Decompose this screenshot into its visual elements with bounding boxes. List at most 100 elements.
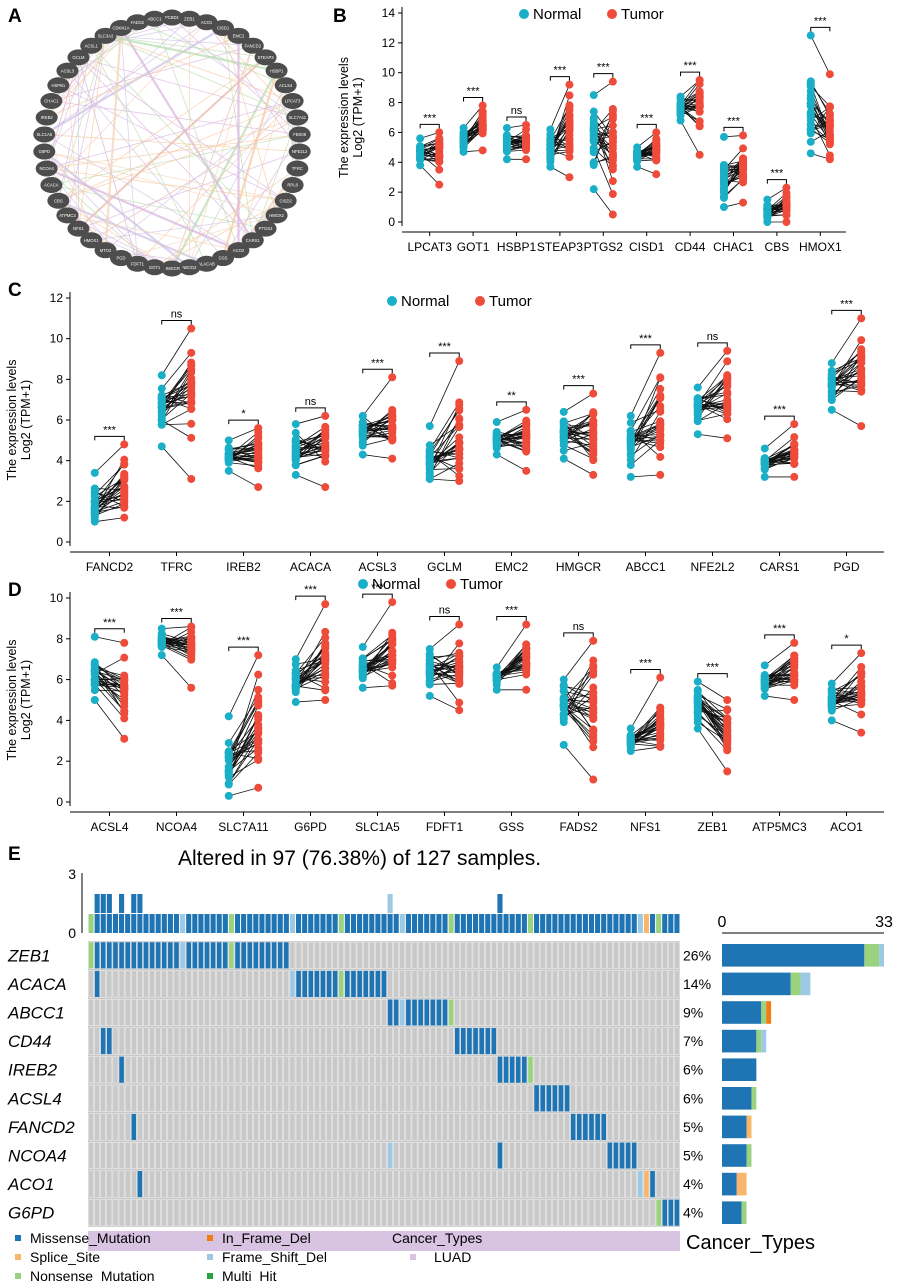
pair-line [697,350,728,388]
tumor-point [656,708,665,717]
empty-cell [112,1084,119,1112]
empty-cell [149,1056,155,1084]
pair-line [161,362,192,409]
empty-cell [167,999,174,1027]
empty-cell [411,1084,418,1112]
mutation-cell [369,970,375,998]
empty-cell [539,941,546,969]
empty-cell [362,1141,369,1169]
empty-cell [466,941,473,969]
normal-point [559,407,568,416]
mutation-cell [173,941,180,969]
empty-cell [558,941,564,969]
network-edge [105,35,298,118]
pair-line [228,462,259,467]
pair-line [429,666,460,681]
normal-point [559,740,568,749]
empty-cell [332,1199,338,1227]
empty-cell [631,1170,637,1198]
network-node-label: HMOX2 [269,213,285,218]
category-group: *** [827,298,866,431]
normal-point [827,359,836,368]
pair-line [228,703,259,755]
empty-cell [253,970,259,998]
normal-point [492,439,501,448]
pair-line [429,462,460,480]
top-bar-segment [204,914,210,933]
empty-cell [607,1170,613,1198]
empty-cell [607,970,613,998]
legend-normal-marker [358,579,368,589]
mutation-cell [216,941,222,969]
empty-cell [259,1027,265,1055]
normal-point [492,450,501,459]
empty-cell [478,1113,485,1141]
empty-cell [582,1199,589,1227]
panel-label-a: A [8,6,22,27]
top-bar-segment [222,914,228,933]
empty-cell [417,1170,424,1198]
tumor-point [254,701,263,710]
empty-cell [100,970,107,998]
pair-line [161,636,192,647]
network-node: HMGCR [161,260,183,277]
normal-point [502,155,511,164]
top-bar-segment [595,914,601,933]
pair-line [630,430,661,444]
normal-point [626,461,635,470]
network-edge [43,150,191,269]
empty-cell [332,1084,338,1112]
empty-cell [155,1141,161,1169]
pair-line [429,653,460,670]
significance-label: *** [770,168,784,180]
empty-cell [423,970,430,998]
pair-line [831,409,862,427]
pair-line [295,447,326,460]
empty-cell [430,1027,436,1055]
pair-line [563,431,594,437]
x-tick-label: NFE2L2 [690,560,734,574]
tumor-point [608,190,617,199]
mutation-cell [222,941,229,969]
top-bar-segment [332,914,338,933]
empty-cell [246,1113,253,1141]
pair-line [496,444,527,447]
network-edge [78,56,298,118]
pair-line [630,474,661,478]
empty-cell [381,1027,387,1055]
empty-cell [118,1084,125,1112]
empty-cell [277,1199,283,1227]
mutation-cell [204,941,210,969]
empty-cell [155,970,161,998]
empty-cell [668,1113,674,1141]
empty-cell [631,1199,637,1227]
empty-cell [198,999,204,1027]
empty-cell [228,1056,235,1084]
pair-line [94,665,125,682]
empty-cell [301,999,308,1027]
normal-point [157,643,166,652]
tumor-point [455,415,464,424]
empty-cell [472,1141,479,1169]
empty-cell [124,1199,131,1227]
normal-point [157,371,166,380]
empty-cell [521,1113,528,1141]
empty-cell [655,999,662,1027]
empty-cell [674,1141,680,1169]
empty-cell [149,1141,155,1169]
empty-cell [131,999,137,1027]
tumor-point [739,198,748,207]
empty-cell [600,1170,607,1198]
pair-line [496,423,527,440]
empty-cell [143,999,149,1027]
empty-cell [637,1056,644,1084]
empty-cell [308,1027,314,1055]
normal-point [763,210,772,219]
network-node: ACSL3 [56,62,79,79]
pair-line [563,684,594,701]
category-group: *** [90,424,129,526]
x-tick-label: NFS1 [630,820,661,834]
normal-point [157,629,166,638]
empty-cell [436,1170,442,1198]
empty-cell [393,1084,399,1112]
